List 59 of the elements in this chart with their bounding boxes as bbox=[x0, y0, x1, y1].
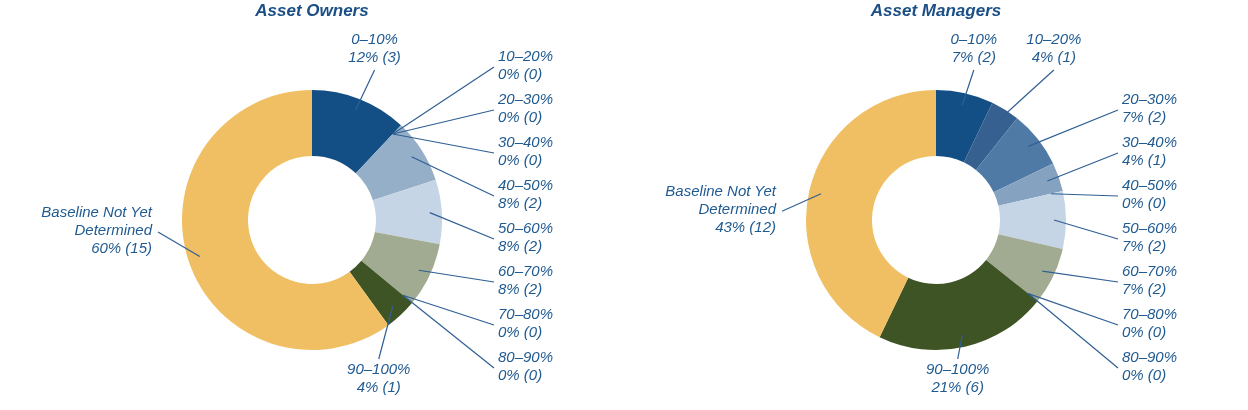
category-label: 70–80% bbox=[1122, 305, 1178, 322]
category-label: 70–80% bbox=[498, 305, 554, 322]
data-label: 7% (2) bbox=[1122, 280, 1167, 297]
slice-label: 10–20% bbox=[1026, 30, 1082, 47]
data-label: 8% (2) bbox=[498, 280, 543, 297]
text: 0% (0) bbox=[1122, 366, 1167, 383]
text: 0% (0) bbox=[1122, 323, 1167, 340]
donut-slice bbox=[998, 191, 1066, 249]
donut-slice bbox=[993, 163, 1063, 206]
chart-title: Asset Owners bbox=[254, 1, 369, 20]
category-label: 30–40% bbox=[498, 133, 554, 150]
text: 0% (0) bbox=[498, 323, 543, 340]
category-label: 10–20% bbox=[498, 47, 554, 64]
slice-label: Baseline Not Yet Determined bbox=[665, 182, 777, 218]
legend-label: 40–50% bbox=[1122, 176, 1178, 193]
donut-slice bbox=[182, 90, 389, 350]
slice-label: 30–40% bbox=[1122, 133, 1178, 150]
data-label: 8% (2) bbox=[498, 237, 543, 254]
data-label: 12% (3) bbox=[348, 48, 401, 65]
donut-slice bbox=[936, 90, 993, 163]
slice-label: 90–100% bbox=[925, 360, 990, 377]
data-label: 21% (6) bbox=[930, 378, 984, 395]
slice-label: 0–10% bbox=[950, 30, 998, 47]
slice-label: 50–60% bbox=[1122, 219, 1178, 236]
slice-label: 40–50% bbox=[498, 176, 554, 193]
donut-slice bbox=[975, 118, 1054, 193]
data-label: 4% (1) bbox=[1031, 48, 1076, 65]
category-label: 20–30% bbox=[498, 90, 554, 107]
donut-slice bbox=[355, 125, 436, 201]
data-label: 4% (1) bbox=[1122, 151, 1167, 168]
text: 0% (0) bbox=[498, 151, 543, 168]
slice-label: 20–30% bbox=[1121, 90, 1178, 107]
slice-label: 60–70% bbox=[1122, 262, 1178, 279]
data-label: 7% (2) bbox=[951, 48, 996, 65]
chart-title: Asset Managers bbox=[869, 1, 1002, 20]
donut-slice bbox=[361, 231, 440, 303]
slice-label: 0–10% bbox=[351, 30, 398, 47]
donut-slice bbox=[986, 234, 1063, 302]
donut-slice bbox=[372, 179, 442, 245]
category-label: 80–90% bbox=[498, 348, 554, 365]
slice-label: 50–60% bbox=[498, 219, 554, 236]
donut-slice bbox=[879, 259, 1038, 350]
donut-slice bbox=[312, 90, 401, 174]
data-label: 43% (12) bbox=[715, 218, 776, 236]
slice-label: 90–100% bbox=[347, 360, 411, 377]
data-label: 4% (1) bbox=[356, 378, 401, 395]
data-label: 60% (15) bbox=[91, 239, 152, 257]
slice-label: Baseline Not Yet Determined bbox=[41, 203, 153, 239]
data-label: 7% (2) bbox=[1122, 237, 1167, 254]
data-label: 7% (2) bbox=[1122, 108, 1167, 125]
text: 0% (0) bbox=[498, 65, 543, 82]
category-label: 80–90% bbox=[1122, 348, 1178, 365]
text: 0% (0) bbox=[498, 366, 543, 383]
donut-slice bbox=[806, 90, 936, 338]
text: 0% (0) bbox=[498, 108, 543, 125]
data-label: 8% (2) bbox=[498, 194, 543, 211]
slice-label: 60–70% bbox=[498, 262, 554, 279]
donut-slice bbox=[349, 260, 413, 326]
text: 0% (0) bbox=[1122, 194, 1167, 211]
